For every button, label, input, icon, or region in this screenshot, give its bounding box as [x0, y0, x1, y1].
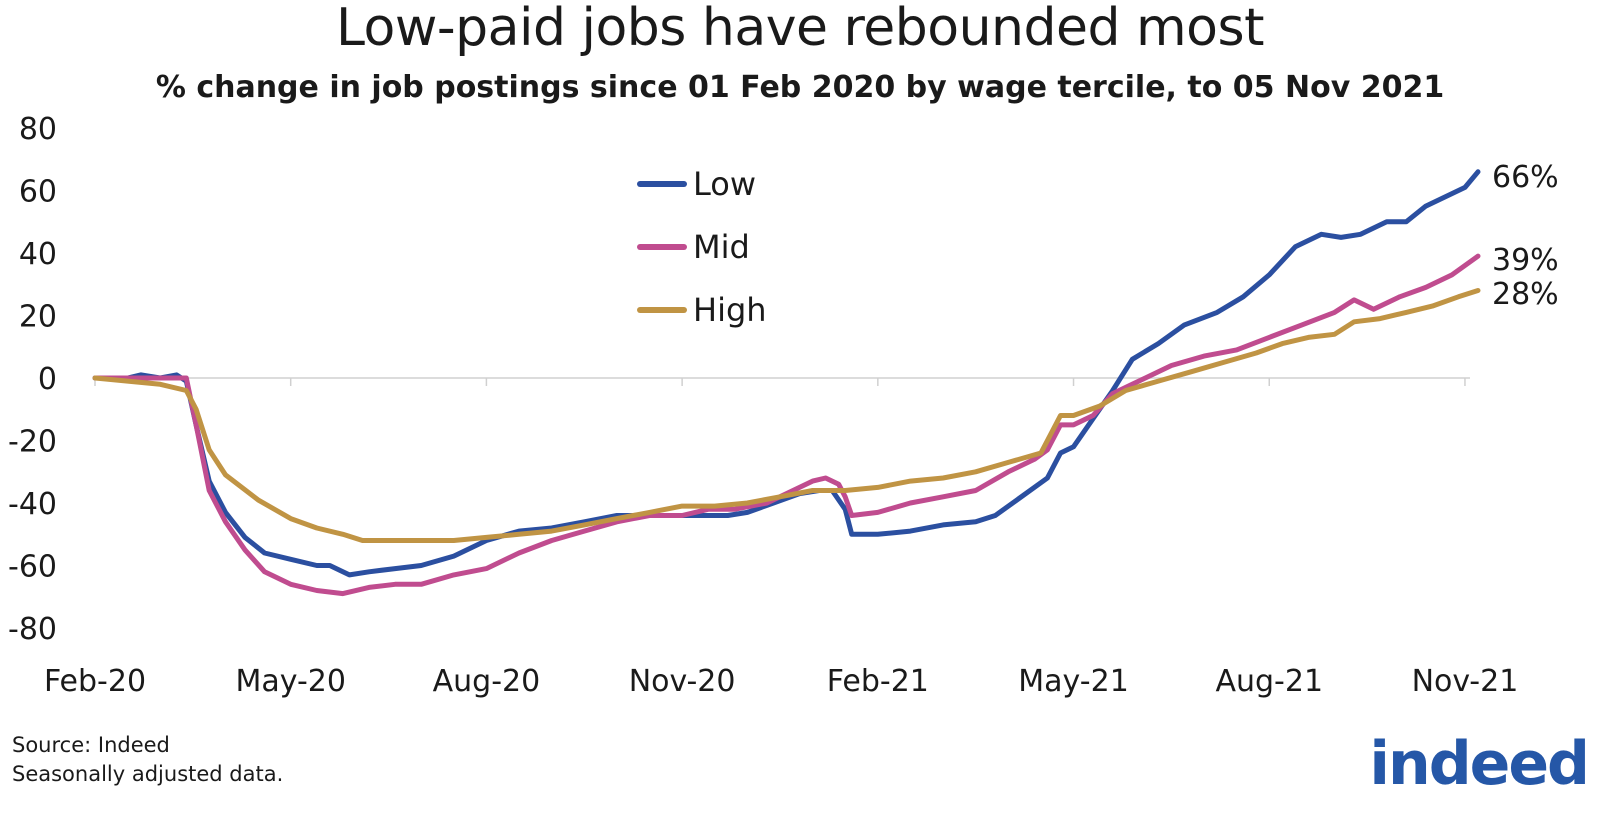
series-group: [92, 169, 1481, 597]
y-tick-label: -80: [8, 612, 57, 647]
y-tick-label: 60: [19, 175, 57, 210]
series-line-mid: [92, 253, 1481, 597]
y-tick-label: 0: [38, 362, 57, 397]
chart-title: Low-paid jobs have rebounded most: [336, 0, 1264, 58]
y-tick-label: 20: [19, 300, 57, 335]
chart-subtitle: % change in job postings since 01 Feb 20…: [155, 70, 1445, 105]
x-tick-label: Feb-21: [827, 664, 929, 699]
y-tick-label: -20: [8, 425, 57, 460]
y-tick-label: -40: [8, 487, 57, 522]
end-labels-group: 66% 39%28%: [1492, 160, 1559, 312]
end-label-high: 28%: [1492, 277, 1559, 312]
x-tick-label: May-20: [235, 664, 346, 699]
y-tick-label: 80: [19, 112, 57, 147]
x-tick-label: Aug-20: [433, 664, 541, 699]
legend-label-low: Low: [693, 165, 756, 203]
x-tick-label: Nov-21: [1412, 664, 1519, 699]
x-tick-label: Aug-21: [1215, 664, 1323, 699]
y-tick-label: 40: [19, 237, 57, 272]
source-note: Source: Indeed: [12, 733, 170, 757]
x-tick-label: May-21: [1018, 664, 1129, 699]
x-tick-label: Nov-20: [629, 664, 736, 699]
legend-group: Low Mid High: [637, 165, 767, 329]
data-note: Seasonally adjusted data.: [12, 762, 284, 786]
axes-group: 80 60 40 20 0 -20 -40 -60 -80 Feb-20 May-20 Aug-20 N…: [8, 112, 1518, 699]
series-line-low: [92, 169, 1481, 578]
legend-label-mid: Mid: [693, 228, 750, 266]
legend-label-high: High: [693, 291, 767, 329]
series-line-high: [92, 288, 1481, 543]
x-tick-label: Feb-20: [44, 664, 146, 699]
y-tick-label: -60: [8, 550, 57, 585]
end-label-mid: 39%: [1492, 243, 1559, 278]
end-label-low: 66%: [1492, 160, 1559, 195]
indeed-logo: indeed: [1369, 729, 1590, 799]
